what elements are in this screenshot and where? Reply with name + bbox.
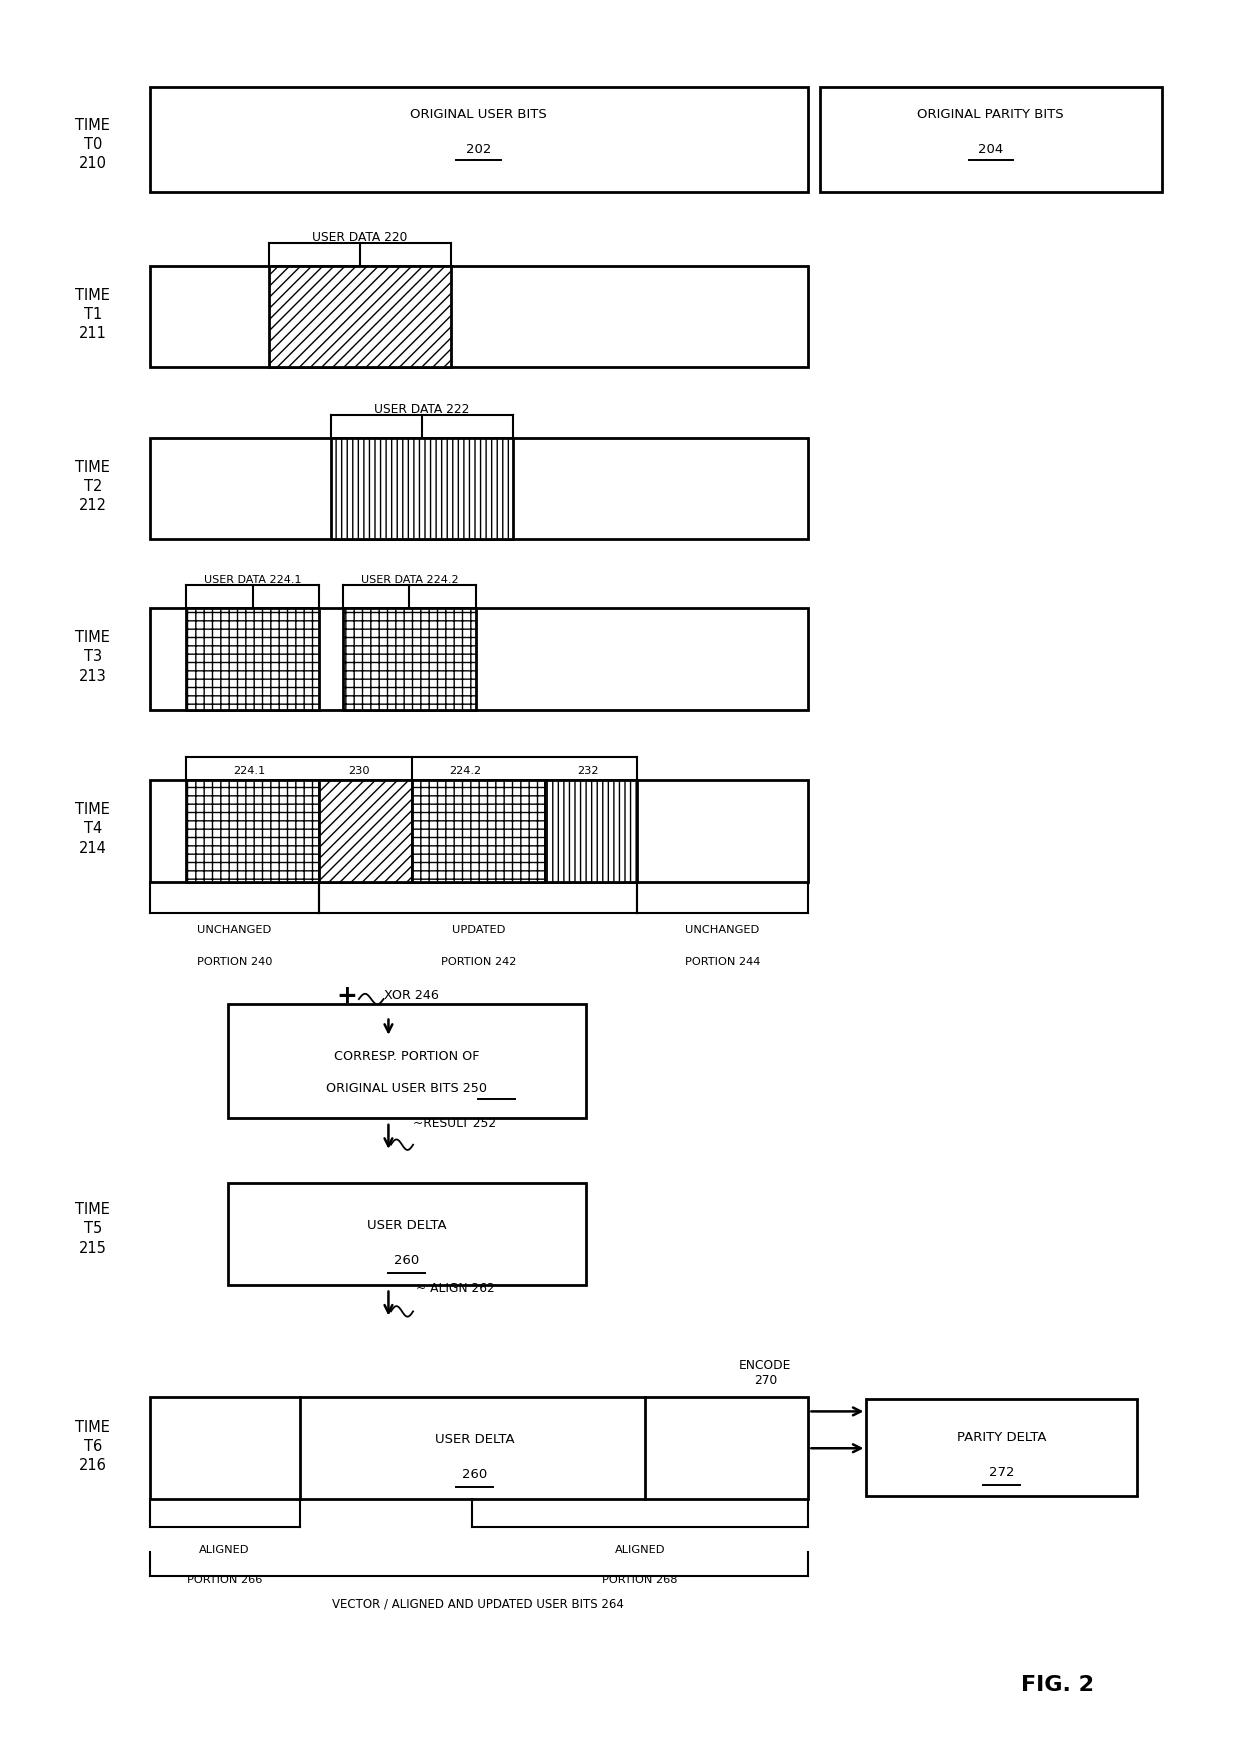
Bar (150, 779, 808, 882)
Bar (269, 266, 451, 367)
Bar (150, 437, 808, 539)
Text: USER DATA 224.2: USER DATA 224.2 (361, 575, 459, 585)
Text: TIME
T0
210: TIME T0 210 (76, 118, 110, 171)
Bar (343, 608, 476, 709)
Bar (331, 437, 513, 539)
Text: 260: 260 (394, 1253, 419, 1268)
Text: PARITY DELTA: PARITY DELTA (957, 1432, 1047, 1444)
Text: USER DATA 224.1: USER DATA 224.1 (205, 575, 301, 585)
Text: TIME
T2
212: TIME T2 212 (76, 460, 110, 513)
Text: PORTION 240: PORTION 240 (197, 957, 273, 966)
Text: USER DATA 220: USER DATA 220 (312, 231, 408, 243)
Text: FIG. 2: FIG. 2 (1021, 1675, 1094, 1696)
Text: 230: 230 (348, 765, 370, 776)
Text: 232: 232 (578, 765, 599, 776)
Text: USER DATA 222: USER DATA 222 (374, 404, 470, 416)
Text: PORTION 242: PORTION 242 (440, 957, 516, 966)
Text: VECTOR / ALIGNED AND UPDATED USER BITS 264: VECTOR / ALIGNED AND UPDATED USER BITS 2… (332, 1597, 624, 1611)
Bar (412, 779, 544, 882)
Text: ENCODE
270: ENCODE 270 (739, 1359, 791, 1387)
Bar (150, 1398, 808, 1499)
Text: 204: 204 (978, 143, 1003, 157)
Text: TIME
T4
214: TIME T4 214 (76, 802, 110, 855)
Text: TIME
T3
213: TIME T3 213 (76, 629, 110, 684)
Text: PORTION 266: PORTION 266 (187, 1574, 263, 1585)
Text: ALIGNED: ALIGNED (200, 1544, 250, 1555)
Bar (820, 86, 1162, 192)
Text: ~RESULT 252: ~RESULT 252 (413, 1118, 496, 1130)
Bar (186, 779, 320, 882)
Bar (150, 608, 808, 709)
Text: +: + (336, 984, 357, 1007)
Text: USER DELTA: USER DELTA (367, 1218, 446, 1232)
Bar (150, 86, 808, 192)
Bar (867, 1400, 1137, 1495)
Text: TIME
T5
215: TIME T5 215 (76, 1202, 110, 1255)
Text: ~ ALIGN 262: ~ ALIGN 262 (415, 1282, 495, 1296)
Bar (228, 1183, 585, 1285)
Text: ORIGINAL USER BITS 250: ORIGINAL USER BITS 250 (326, 1082, 487, 1095)
Text: UPDATED: UPDATED (451, 926, 505, 936)
Text: ALIGNED: ALIGNED (615, 1544, 665, 1555)
Text: 224.1: 224.1 (233, 765, 265, 776)
Text: TIME
T6
216: TIME T6 216 (76, 1419, 110, 1474)
Text: 272: 272 (990, 1467, 1014, 1479)
Text: UNCHANGED: UNCHANGED (197, 926, 272, 936)
Bar (544, 779, 637, 882)
Text: XOR 246: XOR 246 (383, 989, 439, 1001)
Text: ORIGINAL PARITY BITS: ORIGINAL PARITY BITS (918, 108, 1064, 122)
Text: PORTION 244: PORTION 244 (684, 957, 760, 966)
Text: USER DELTA: USER DELTA (435, 1433, 515, 1446)
Bar (320, 779, 412, 882)
Text: TIME
T1
211: TIME T1 211 (76, 287, 110, 342)
Text: 202: 202 (466, 143, 491, 157)
Text: ORIGINAL USER BITS: ORIGINAL USER BITS (410, 108, 547, 122)
Bar (186, 608, 320, 709)
Text: PORTION 268: PORTION 268 (601, 1574, 677, 1585)
Text: CORRESP. PORTION OF: CORRESP. PORTION OF (334, 1051, 480, 1063)
Bar (150, 266, 808, 367)
Text: 260: 260 (463, 1469, 487, 1481)
Text: UNCHANGED: UNCHANGED (686, 926, 759, 936)
Bar (228, 1005, 585, 1118)
Text: 224.2: 224.2 (449, 765, 481, 776)
